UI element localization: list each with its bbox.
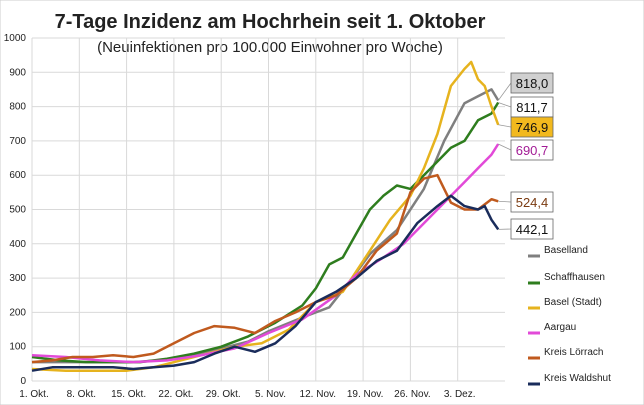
end-label-value: 524,4	[516, 195, 549, 210]
end-label-value: 746,9	[516, 120, 549, 135]
end-label-box	[510, 72, 554, 94]
end-label-box	[510, 191, 554, 213]
y-tick-label: 200	[9, 307, 26, 318]
end-labels: 818,0 811,7 746,9 690,7 524,4 442,1	[497, 72, 554, 240]
end-label-box	[510, 116, 554, 138]
x-axis-ticks: 1. Okt. 8. Okt. 15. Okt. 22. Okt. 29. Okt. 5.…	[19, 389, 475, 400]
end-label-leader	[498, 143, 512, 151]
y-axis-ticks: 0 100 200 300 400 500 600 700 800 900 1000	[4, 33, 27, 387]
legend-label: Aargau	[544, 322, 576, 333]
series-line-4	[31, 173, 499, 364]
y-tick-label: 400	[9, 239, 26, 250]
chart-subtitle: (Neuinfektionen pro 100.000 Einwohner pr…	[97, 39, 443, 56]
gridlines	[31, 37, 505, 382]
x-tick-label: 15. Okt.	[111, 389, 146, 400]
x-tick-label: 19. Nov.	[347, 389, 384, 400]
legend-label: Basel (Stadt)	[544, 297, 602, 308]
x-tick-label: 3. Dez.	[444, 389, 476, 400]
legend-label: Baselland	[544, 245, 588, 256]
end-label-value: 811,7	[516, 100, 548, 115]
x-tick-label: 29. Okt.	[206, 389, 241, 400]
x-tick-label: 26. Nov.	[394, 389, 431, 400]
series-line-5	[31, 194, 500, 372]
y-tick-label: 500	[9, 205, 26, 216]
y-tick-label: 0	[20, 376, 26, 387]
end-label-box	[510, 139, 554, 161]
end-label-leader	[498, 102, 512, 108]
y-tick-label: 700	[9, 136, 26, 147]
end-label-leader	[498, 124, 512, 128]
y-tick-label: 900	[9, 67, 26, 78]
end-label-leader	[498, 200, 512, 203]
x-tick-label: 12. Nov.	[300, 389, 337, 400]
legend-label: Kreis Lörrach	[544, 347, 603, 358]
end-label-box	[510, 218, 554, 240]
end-label-value: 442,1	[516, 222, 549, 237]
x-tick-label: 22. Okt.	[158, 389, 193, 400]
legend-label: Kreis Waldshut	[544, 373, 611, 384]
y-tick-label: 300	[9, 273, 26, 284]
end-label-value: 690,7	[516, 143, 549, 158]
chart-title: 7-Tage Inzidenz am Hochrhein seit 1. Okt…	[55, 11, 486, 33]
y-tick-label: 600	[9, 170, 26, 181]
legend-label: Schaffhausen	[544, 272, 605, 283]
y-tick-label: 1000	[4, 33, 27, 44]
y-tick-label: 100	[9, 342, 26, 353]
x-tick-label: 1. Okt.	[19, 389, 48, 400]
x-tick-label: 5. Nov.	[255, 389, 286, 400]
end-label-value: 818,0	[516, 76, 549, 91]
legend: Baselland Schaffhausen Basel (Stadt) Aargau…	[528, 245, 611, 386]
end-label-leader	[497, 82, 512, 101]
y-tick-label: 800	[9, 102, 26, 113]
series-lines	[31, 60, 500, 372]
x-tick-label: 8. Okt.	[67, 389, 96, 400]
